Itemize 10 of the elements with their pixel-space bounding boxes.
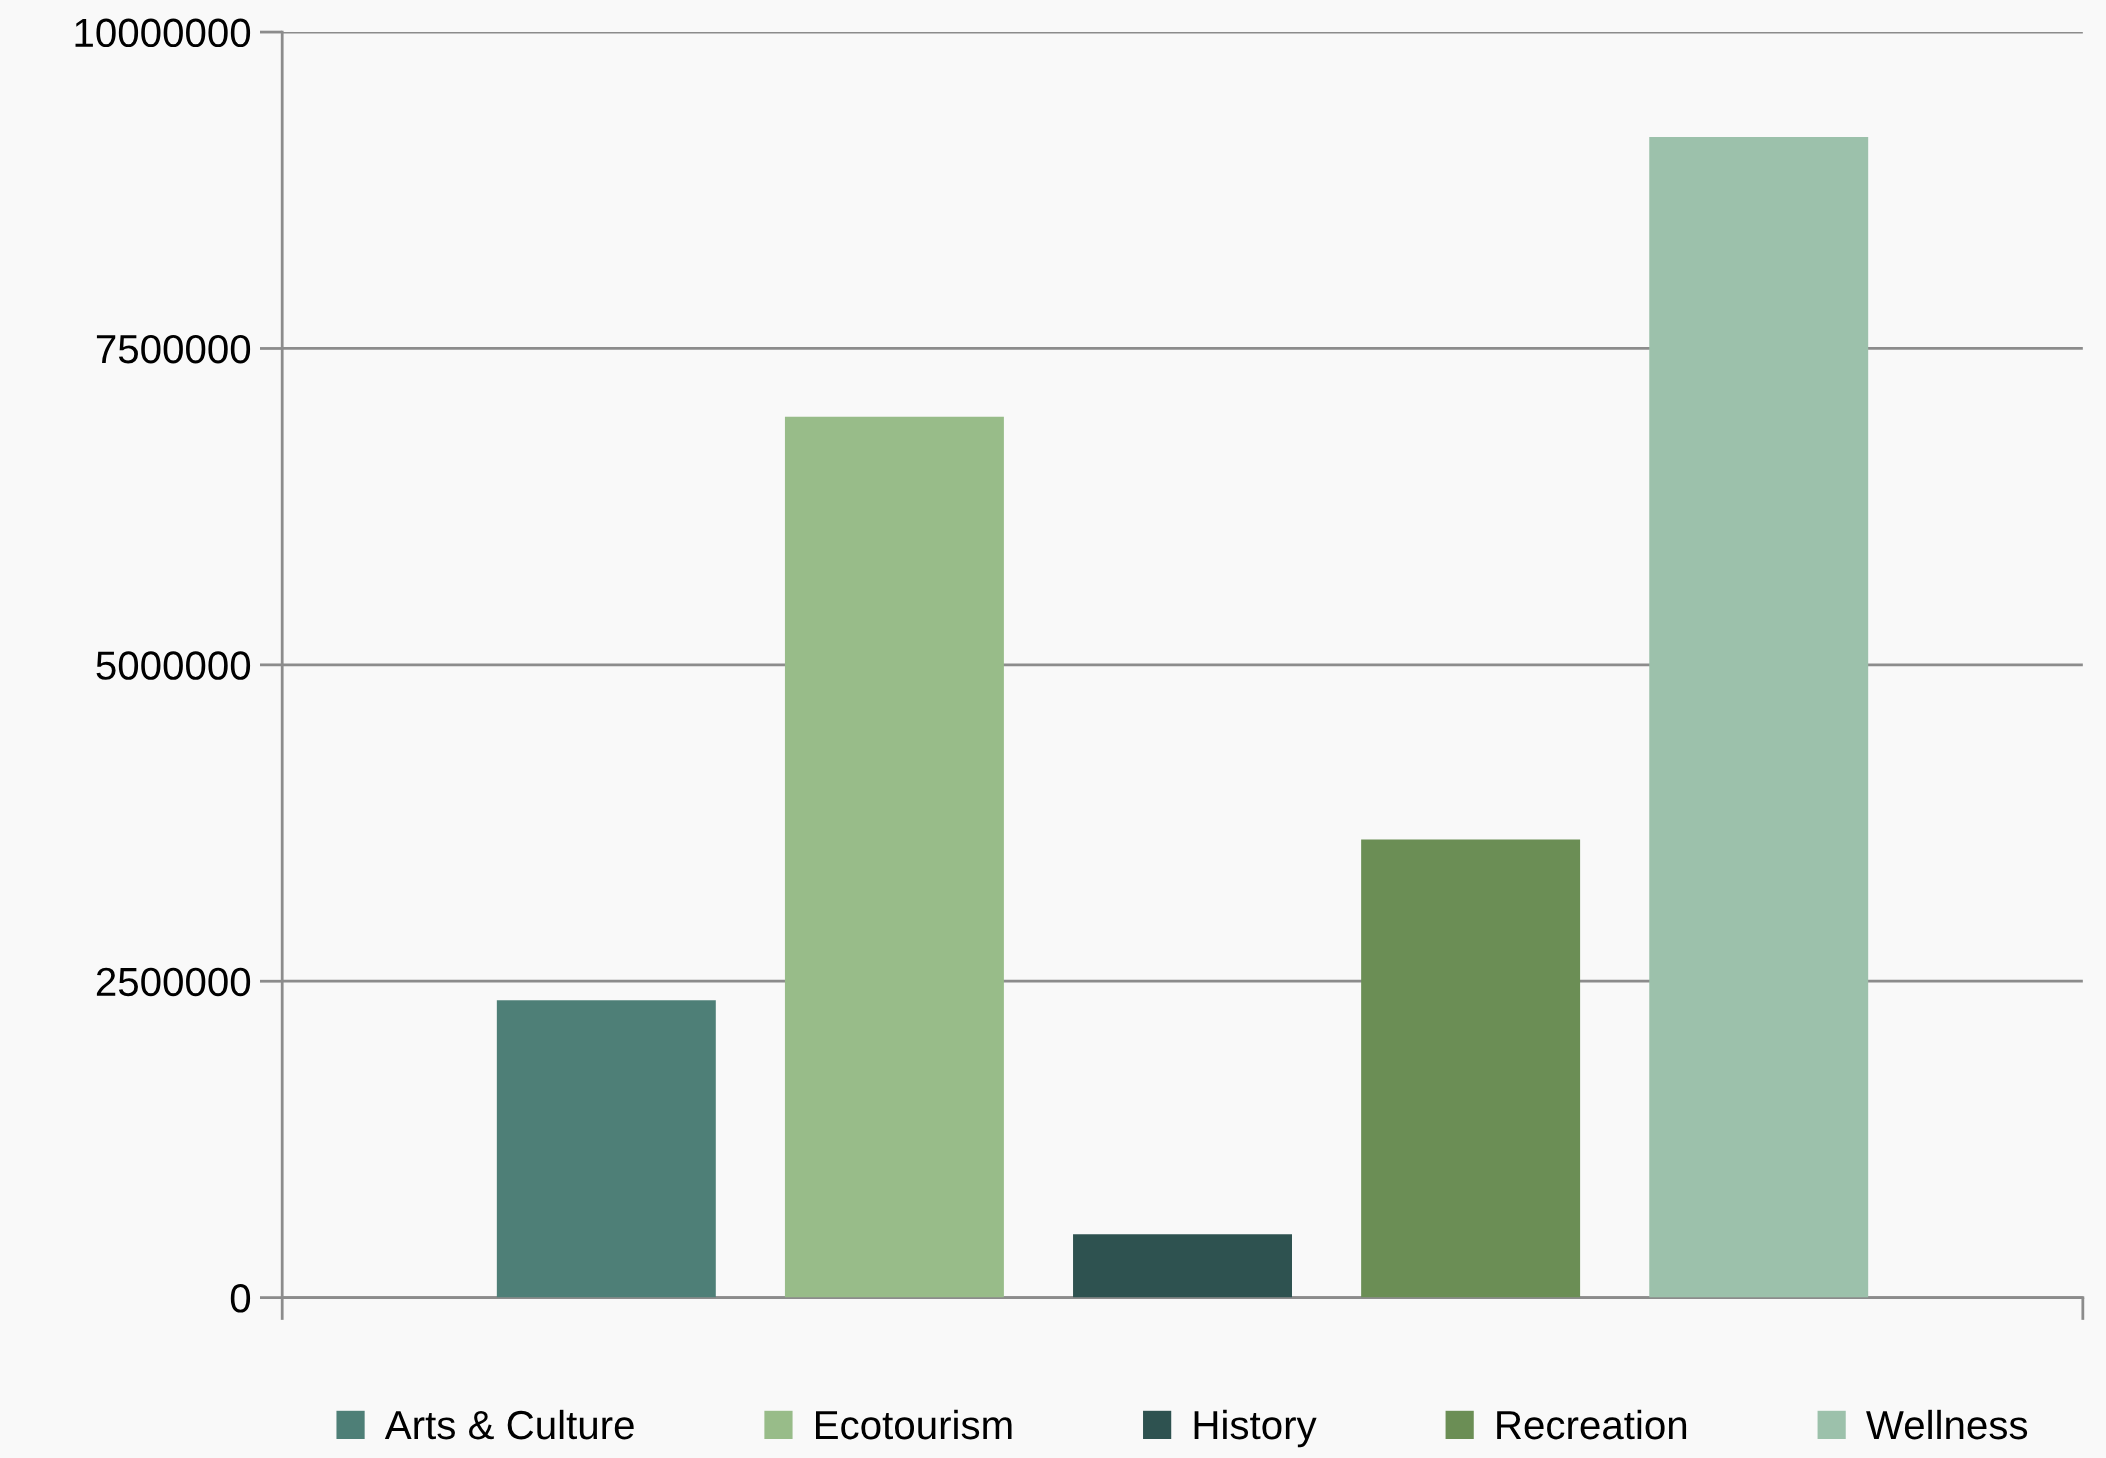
y-tick-label: 10000000: [75, 18, 251, 48]
legend-label: Wellness: [1866, 1409, 2028, 1440]
y-tick-label: 0: [230, 1284, 251, 1313]
legend-label: Arts & Culture: [384, 1409, 634, 1440]
legend-label: Ecotourism: [816, 1409, 1012, 1440]
y-tick-label: 7500000: [96, 334, 251, 364]
legend-label: Recreation: [1497, 1409, 1687, 1440]
legend-label: History: [1194, 1409, 1317, 1448]
y-tick-label: 2500000: [96, 967, 251, 997]
y-tick-label: 5000000: [96, 651, 251, 680]
